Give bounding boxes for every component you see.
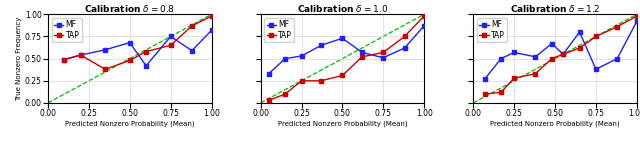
- Title: Calibration $\delta = 0.8$: Calibration $\delta = 0.8$: [84, 3, 175, 14]
- MF: [167, 36, 175, 37]
- TAP: [532, 73, 540, 75]
- TAP: [188, 25, 196, 27]
- Line: MF: MF: [62, 28, 214, 68]
- TAP: [339, 75, 346, 76]
- MF: [532, 56, 540, 58]
- TAP: [61, 59, 68, 60]
- TAP: [101, 68, 109, 70]
- MF: [380, 57, 387, 59]
- Line: MF: MF: [267, 24, 426, 76]
- Line: TAP: TAP: [62, 14, 214, 71]
- Legend: MF, TAP: MF, TAP: [477, 18, 507, 42]
- MF: [401, 47, 408, 49]
- MF: [633, 21, 640, 22]
- Title: Calibration $\delta = 1.2$: Calibration $\delta = 1.2$: [510, 3, 600, 14]
- Legend: MF, TAP: MF, TAP: [52, 18, 82, 42]
- MF: [208, 29, 216, 31]
- TAP: [167, 44, 175, 46]
- TAP: [358, 56, 366, 58]
- TAP: [497, 92, 505, 93]
- TAP: [576, 47, 584, 49]
- MF: [576, 31, 584, 33]
- TAP: [548, 58, 556, 59]
- Title: Calibration $\delta = 1.0$: Calibration $\delta = 1.0$: [297, 3, 388, 14]
- MF: [317, 44, 325, 46]
- MF: [592, 68, 600, 70]
- MF: [101, 49, 109, 51]
- Line: MF: MF: [483, 19, 639, 81]
- MF: [613, 58, 621, 59]
- MF: [481, 78, 488, 80]
- MF: [126, 42, 134, 43]
- X-axis label: Predicted Nonzero Probability (Mean): Predicted Nonzero Probability (Mean): [490, 121, 620, 128]
- TAP: [265, 99, 273, 101]
- TAP: [208, 15, 216, 17]
- X-axis label: Predicted Nonzero Probability (Mean): Predicted Nonzero Probability (Mean): [278, 121, 407, 128]
- MF: [559, 53, 567, 55]
- Line: TAP: TAP: [267, 14, 426, 102]
- MF: [77, 54, 84, 56]
- TAP: [298, 80, 305, 82]
- MF: [420, 25, 428, 27]
- TAP: [77, 54, 84, 56]
- Y-axis label: True Nonzero Frequency: True Nonzero Frequency: [16, 16, 22, 101]
- MF: [142, 65, 150, 67]
- MF: [282, 58, 289, 59]
- TAP: [420, 15, 428, 17]
- MF: [298, 55, 305, 57]
- MF: [339, 37, 346, 39]
- MF: [548, 43, 556, 44]
- MF: [358, 52, 366, 53]
- TAP: [142, 51, 150, 52]
- TAP: [613, 26, 621, 28]
- TAP: [481, 93, 488, 95]
- TAP: [126, 59, 134, 61]
- TAP: [282, 93, 289, 95]
- Line: TAP: TAP: [483, 14, 639, 96]
- TAP: [633, 15, 640, 17]
- TAP: [592, 36, 600, 37]
- MF: [188, 50, 196, 51]
- MF: [61, 59, 68, 60]
- TAP: [380, 52, 387, 53]
- X-axis label: Predicted Nonzero Probability (Mean): Predicted Nonzero Probability (Mean): [65, 121, 195, 128]
- MF: [510, 52, 518, 53]
- MF: [497, 58, 505, 59]
- TAP: [401, 36, 408, 37]
- MF: [265, 73, 273, 75]
- TAP: [510, 77, 518, 79]
- TAP: [559, 53, 567, 55]
- TAP: [317, 80, 325, 82]
- Legend: MF, TAP: MF, TAP: [264, 18, 294, 42]
